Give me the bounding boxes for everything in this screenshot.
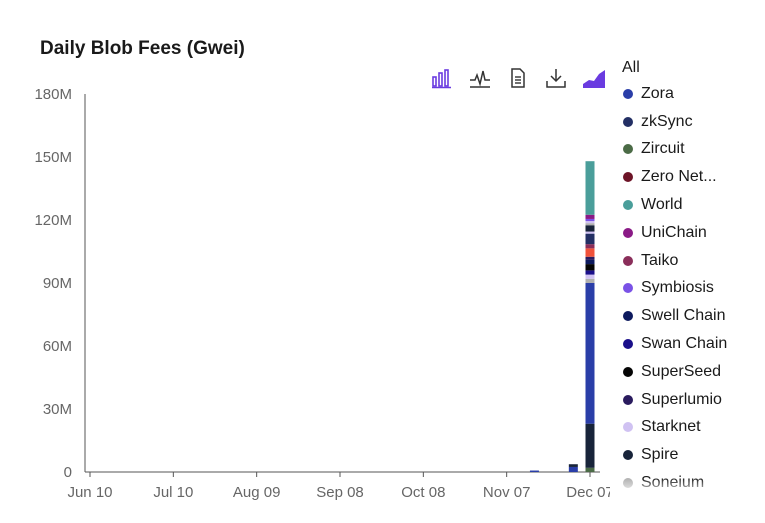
bar-segment	[585, 467, 595, 472]
download-icon[interactable]	[544, 66, 568, 90]
document-icon[interactable]	[506, 66, 530, 90]
bar-segment	[585, 283, 595, 424]
y-tick-label: 180M	[34, 86, 72, 103]
legend-label: Symbiosis	[641, 279, 714, 297]
x-tick-label: Sep 08	[316, 484, 364, 501]
legend-swatch	[623, 172, 633, 183]
x-tick-label: Oct 08	[401, 484, 445, 501]
y-tick-label: 0	[64, 464, 72, 481]
legend-item[interactable]: Symbiosis	[620, 275, 760, 303]
chart-title: Daily Blob Fees (Gwei)	[40, 38, 245, 59]
bar-segment	[585, 218, 595, 222]
legend-item[interactable]: Swan Chain	[620, 330, 760, 358]
legend-label: SuperSeed	[641, 362, 722, 380]
legend-item[interactable]: SuperSeed	[620, 358, 760, 386]
y-tick-label: 150M	[34, 149, 72, 166]
x-tick-label: Aug 09	[233, 484, 281, 501]
legend-swatch	[623, 255, 633, 266]
legend-swatch	[623, 116, 633, 127]
legend-swatch	[623, 422, 633, 433]
legend-label: Superlumio	[641, 390, 722, 408]
x-tick-label: Jul 10	[153, 484, 193, 501]
bar-segment	[585, 223, 595, 226]
bar-segment	[585, 256, 595, 260]
legend-item[interactable]: Zora	[620, 80, 760, 108]
y-tick-label: 90M	[43, 275, 72, 292]
legend-item[interactable]: Spire	[620, 441, 760, 469]
chart-plot: 0 30M 60M 90M 120M 150M 180M Jun 10 Jul 10 Aug 09…	[34, 86, 610, 501]
legend-item[interactable]: Zero Net...	[620, 163, 760, 191]
bar-segment	[585, 233, 595, 245]
legend-swatch	[623, 283, 633, 294]
legend-item[interactable]: Taiko	[620, 247, 760, 275]
legend-swatch	[623, 366, 633, 377]
legend-swatch	[623, 394, 633, 405]
legend-item[interactable]: Swell Chain	[620, 302, 760, 330]
bar-segment	[585, 423, 595, 468]
area-chart-icon[interactable]	[582, 66, 606, 90]
legend-swatch	[623, 144, 633, 155]
legend-swatch	[623, 200, 633, 211]
chart-toolbar	[430, 64, 606, 92]
bar-chart-icon[interactable]	[430, 66, 454, 90]
bar-segment	[529, 470, 539, 472]
legend-label: Zircuit	[641, 140, 685, 158]
legend-fade	[620, 478, 760, 496]
legend-all-toggle[interactable]: All	[622, 59, 640, 76]
bar-segment	[585, 259, 595, 265]
bar-segment	[585, 270, 595, 275]
legend-label: Starknet	[641, 418, 701, 436]
legend-label: Taiko	[641, 251, 679, 269]
bar-segment	[585, 274, 595, 279]
legend-item[interactable]: UniChain	[620, 219, 760, 247]
line-chart-icon[interactable]	[468, 66, 492, 90]
y-tick-label: 120M	[34, 212, 72, 229]
bar-segment	[585, 264, 595, 271]
bar-segment	[585, 244, 595, 249]
legend-label: Swan Chain	[641, 335, 728, 353]
legend-label: World	[641, 196, 683, 214]
y-tick-label: 60M	[43, 338, 72, 355]
legend-swatch	[623, 227, 633, 238]
legend-swatch	[623, 339, 633, 350]
bar-segment	[585, 248, 595, 257]
bar-segment	[585, 221, 595, 224]
legend-label: UniChain	[641, 223, 707, 241]
x-tick-label: Nov 07	[483, 484, 531, 501]
legend-swatch	[623, 88, 633, 99]
legend-item[interactable]: Superlumio	[620, 386, 760, 414]
x-tick-label: Dec 07	[566, 484, 610, 501]
legend-label: Zora	[641, 84, 674, 102]
legend-label: Spire	[641, 446, 679, 464]
bar-segment	[585, 278, 595, 283]
legend-label: zkSync	[641, 112, 693, 130]
legend-item[interactable]: Zircuit	[620, 136, 760, 164]
legend: All Zora zkSync Zircuit Zero Net... World Uni…	[620, 56, 760, 496]
legend-label: Swell Chain	[641, 307, 726, 325]
bar-segment	[585, 161, 595, 215]
bar-segment	[568, 466, 578, 472]
legend-swatch	[623, 311, 633, 322]
bar-segment	[585, 231, 595, 234]
legend-item[interactable]: Starknet	[620, 414, 760, 442]
legend-swatch	[623, 450, 633, 461]
bar-segment	[568, 464, 578, 467]
x-tick-label: Jun 10	[67, 484, 112, 501]
y-tick-label: 30M	[43, 401, 72, 418]
legend-item[interactable]: World	[620, 191, 760, 219]
legend-label: Zero Net...	[641, 168, 717, 186]
legend-item[interactable]: zkSync	[620, 108, 760, 136]
bar-segment	[585, 225, 595, 232]
bar-segment	[585, 214, 595, 219]
